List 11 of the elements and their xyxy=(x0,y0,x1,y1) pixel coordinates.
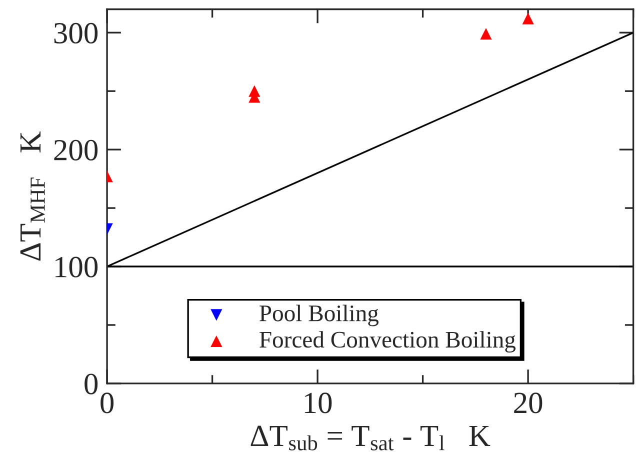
legend-label: Forced Convection Boiling xyxy=(260,331,516,353)
y-axis-title: ΔT$_{MHF}$ K xyxy=(20,131,45,261)
legend-label: Pool Boiling xyxy=(260,304,379,326)
y-tick-label: 200 xyxy=(54,140,98,160)
x-tick-label: 20 xyxy=(514,392,542,414)
x-axis-title: ΔT$_{sub}$ = T$_{sat}$ - T$_{l}$ K xyxy=(250,426,490,450)
x-tick-label: 10 xyxy=(304,392,332,414)
y-tick-label: 300 xyxy=(54,22,98,44)
x-tick-label: 0 xyxy=(100,392,114,414)
y-tick-label: 0 xyxy=(84,374,98,394)
y-tick-label: 100 xyxy=(56,256,98,278)
